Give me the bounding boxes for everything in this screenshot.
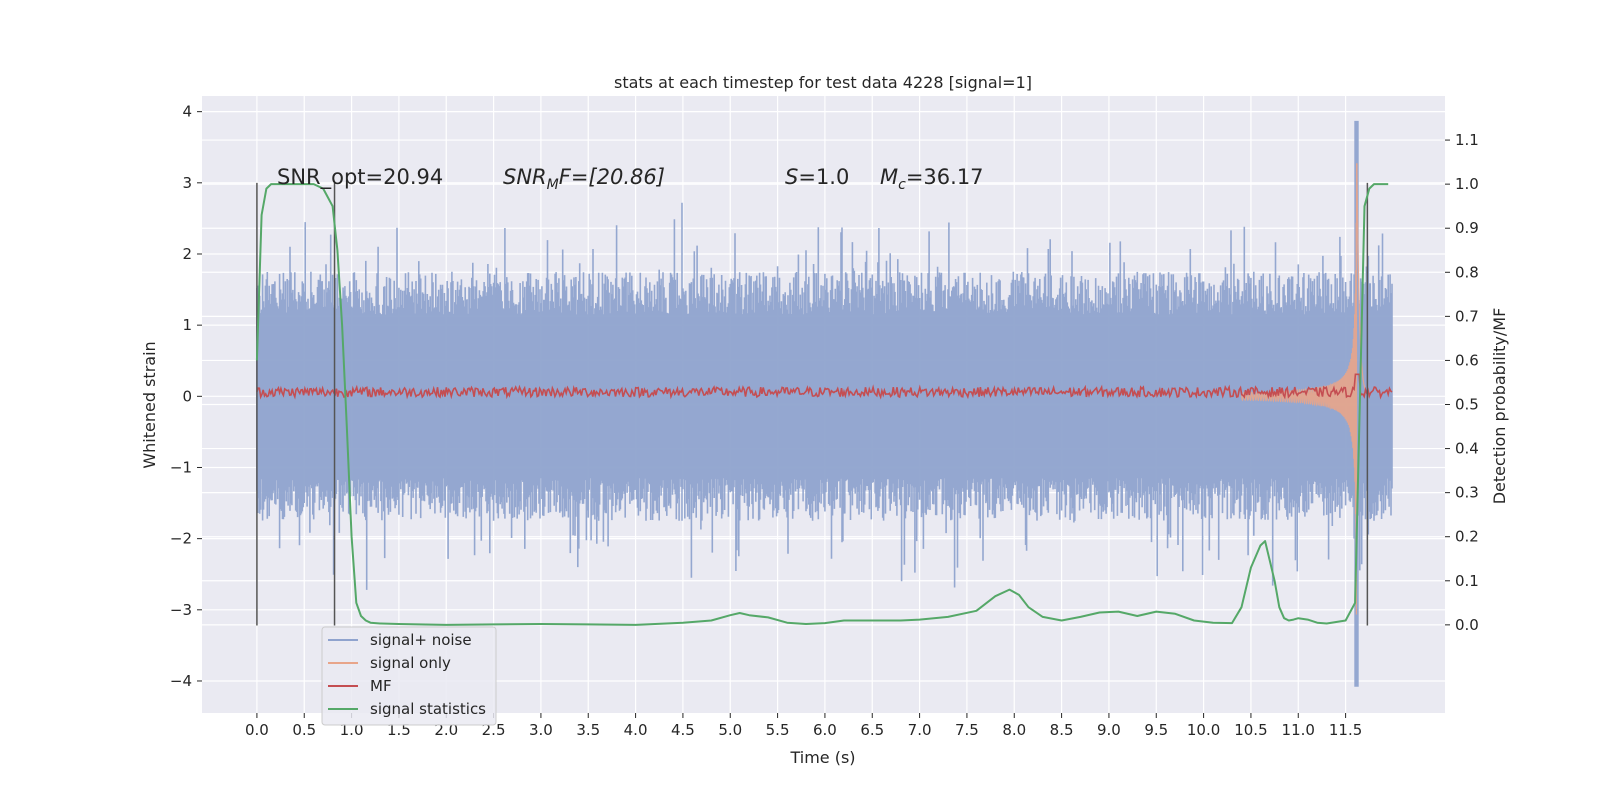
annotation-snr-mf-sub: M xyxy=(547,177,559,193)
annotation-s: S=1.0 xyxy=(785,165,849,189)
y-left-tick-label: 3 xyxy=(182,174,192,192)
y-left-tick-label: 2 xyxy=(182,245,192,263)
y-right-tick-label: 0.0 xyxy=(1455,616,1479,634)
y-right-tick-label: 0.3 xyxy=(1455,484,1479,502)
vertical-markers xyxy=(256,182,1369,626)
legend: signal+ noise signal only MF signal statist… xyxy=(321,626,497,726)
y-left-tick-label: 4 xyxy=(182,103,192,121)
x-tick-label: 7.0 xyxy=(908,721,932,739)
x-tick-label: 11.0 xyxy=(1282,721,1315,739)
x-tick-label: 10.0 xyxy=(1187,721,1220,739)
annotation-snr-mf: SNRMF=[20.86] xyxy=(503,165,665,193)
y-right-tick-label: 0.9 xyxy=(1455,219,1479,237)
y-left-tick-label: −2 xyxy=(170,530,192,548)
x-tick-label: 3.0 xyxy=(529,721,553,739)
x-axis-label: Time (s) xyxy=(789,748,855,767)
annotation-snr-mf-main: SNR xyxy=(503,165,547,189)
x-tick-label: 4.0 xyxy=(624,721,648,739)
signal-statistics-line xyxy=(255,183,1389,626)
annotation-s-tail: =1.0 xyxy=(798,165,849,189)
y-left-tick-label: 1 xyxy=(182,316,192,334)
mf-line xyxy=(256,373,1393,400)
x-tick-label: 0.5 xyxy=(292,721,316,739)
chart-title: stats at each timestep for test data 422… xyxy=(614,73,1032,92)
annotation-s-main: S xyxy=(785,165,798,189)
series-mf xyxy=(256,373,1393,400)
y-left-tick-label: −3 xyxy=(170,601,192,619)
annotation-mc-sub: c xyxy=(898,177,906,193)
x-tick-label: 10.5 xyxy=(1234,721,1267,739)
x-tick-label: 5.5 xyxy=(766,721,790,739)
series-signal-statistics xyxy=(255,183,1389,626)
y-axis-right-label: Detection probability/MF xyxy=(1490,308,1509,505)
x-tick-label: 4.5 xyxy=(671,721,695,739)
x-tick-label: 8.0 xyxy=(1002,721,1026,739)
x-tick-label: 0.0 xyxy=(245,721,269,739)
x-tick-label: 9.0 xyxy=(1097,721,1121,739)
y-right-tick-label: 1.0 xyxy=(1455,175,1479,193)
y-left-tick-label: −4 xyxy=(170,672,192,690)
y-axis-left-label: Whitened strain xyxy=(140,341,159,468)
annotation-mc-tail: =36.17 xyxy=(906,165,984,189)
x-tick-label: 9.5 xyxy=(1144,721,1168,739)
ticks: 0.0 0.5 1.0 1.5 2.0 2.5 3.0 3.5 4.0 4.5 5.0 5.5 6.0 6… xyxy=(170,103,1479,739)
annotation-snr-mf-tail: F=[20.86] xyxy=(559,165,665,189)
y-right-tick-label: 0.5 xyxy=(1455,396,1479,414)
x-tick-label: 6.5 xyxy=(860,721,884,739)
legend-entry: MF xyxy=(370,677,392,695)
legend-box xyxy=(321,626,497,726)
legend-entry: signal+ noise xyxy=(370,631,472,649)
y-left-tick-label: −1 xyxy=(170,458,192,476)
annotation-mc-main: M xyxy=(880,165,898,189)
x-tick-label: 3.5 xyxy=(576,721,600,739)
legend-entry: signal statistics xyxy=(370,700,486,718)
y-right-tick-label: 1.1 xyxy=(1455,131,1479,149)
y-right-tick-label: 0.6 xyxy=(1455,351,1479,369)
y-right-tick-label: 0.8 xyxy=(1455,263,1479,281)
y-right-tick-label: 0.7 xyxy=(1455,307,1479,325)
x-tick-label: 6.0 xyxy=(813,721,837,739)
y-right-tick-label: 0.2 xyxy=(1455,528,1479,546)
annotation-snr-opt: SNR_opt=20.94 xyxy=(277,165,443,190)
y-right-tick-label: 0.4 xyxy=(1455,440,1479,458)
legend-entry: signal only xyxy=(370,654,451,672)
x-tick-label: 5.0 xyxy=(718,721,742,739)
y-right-tick-label: 0.1 xyxy=(1455,572,1479,590)
annotation-mc: Mc=36.17 xyxy=(880,165,984,193)
x-tick-label: 7.5 xyxy=(955,721,979,739)
y-left-tick-label: 0 xyxy=(182,387,192,405)
x-tick-label: 8.5 xyxy=(1050,721,1074,739)
x-tick-label: 11.5 xyxy=(1329,721,1362,739)
